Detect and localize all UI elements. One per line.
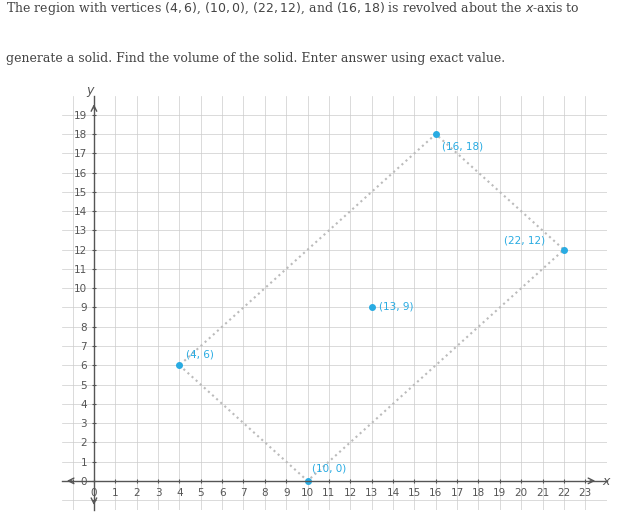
Text: The region with vertices $(4, 6)$, $(10, 0)$, $(22, 12)$, and $(16, 18)$ is revo: The region with vertices $(4, 6)$, $(10,… — [6, 0, 580, 17]
Text: (4, 6): (4, 6) — [186, 349, 214, 359]
Text: (13, 9): (13, 9) — [379, 302, 413, 311]
Text: (22, 12): (22, 12) — [504, 236, 545, 246]
Text: (16, 18): (16, 18) — [442, 142, 483, 151]
Text: generate a solid. Find the volume of the solid. Enter answer using exact value.: generate a solid. Find the volume of the… — [6, 53, 505, 65]
Text: $y$: $y$ — [86, 85, 96, 99]
Text: $x$: $x$ — [602, 475, 612, 489]
Text: (10, 0): (10, 0) — [312, 463, 346, 473]
